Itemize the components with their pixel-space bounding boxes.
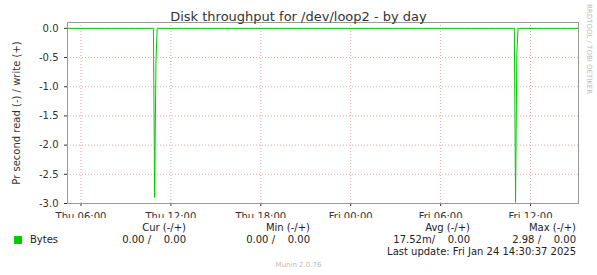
html-text:0.00 / 0.00: 0.00 / 0.00	[122, 234, 186, 245]
svg-text:-3.0: -3.0	[39, 198, 59, 209]
svg-text:Pr second read (-) / write (+): Pr second read (-) / write (+)	[11, 41, 22, 184]
html-text:Munin 2.0.76: Munin 2.0.76	[275, 261, 322, 269]
html-text:Cur (-/+): Cur (-/+)	[142, 222, 186, 233]
html-text:Avg (-/+): Avg (-/+)	[425, 222, 470, 233]
svg-text:-1.0: -1.0	[39, 81, 59, 92]
html-text:Bytes: Bytes	[30, 234, 59, 245]
svg-text:-2.5: -2.5	[39, 169, 59, 180]
svg-text:-2.0: -2.0	[39, 139, 59, 150]
html-text:Max (-/+): Max (-/+)	[529, 222, 576, 233]
svg-text:Thu 06:00: Thu 06:00	[55, 211, 107, 218]
svg-text:Fri 00:00: Fri 00:00	[329, 211, 373, 218]
svg-text:Fri 06:00: Fri 06:00	[419, 211, 463, 218]
html-text:RRDTOOL / TOBI OETIKER: RRDTOOL / TOBI OETIKER	[585, 4, 593, 95]
html-text:Last update: Fri Jan 24 14:30:: Last update: Fri Jan 24 14:30:37 2025	[387, 246, 576, 257]
html-text:0.00 / 0.00: 0.00 / 0.00	[246, 234, 310, 245]
svg-text:Fri 12:00: Fri 12:00	[509, 211, 553, 218]
svg-text:Thu 18:00: Thu 18:00	[234, 211, 286, 218]
html-text:17.52m/ 0.00: 17.52m/ 0.00	[393, 234, 470, 245]
html-text:2.98 / 0.00: 2.98 / 0.00	[512, 234, 576, 245]
svg-text:0.0: 0.0	[43, 23, 59, 34]
svg-text:Thu 12:00: Thu 12:00	[145, 211, 197, 218]
svg-text:-0.5: -0.5	[39, 52, 59, 63]
svg-text:-1.5: -1.5	[39, 110, 59, 121]
html-text:Disk throughput for /dev/loop2: Disk throughput for /dev/loop2 - by day	[170, 9, 427, 24]
html-text:Min (-/+): Min (-/+)	[265, 222, 310, 233]
